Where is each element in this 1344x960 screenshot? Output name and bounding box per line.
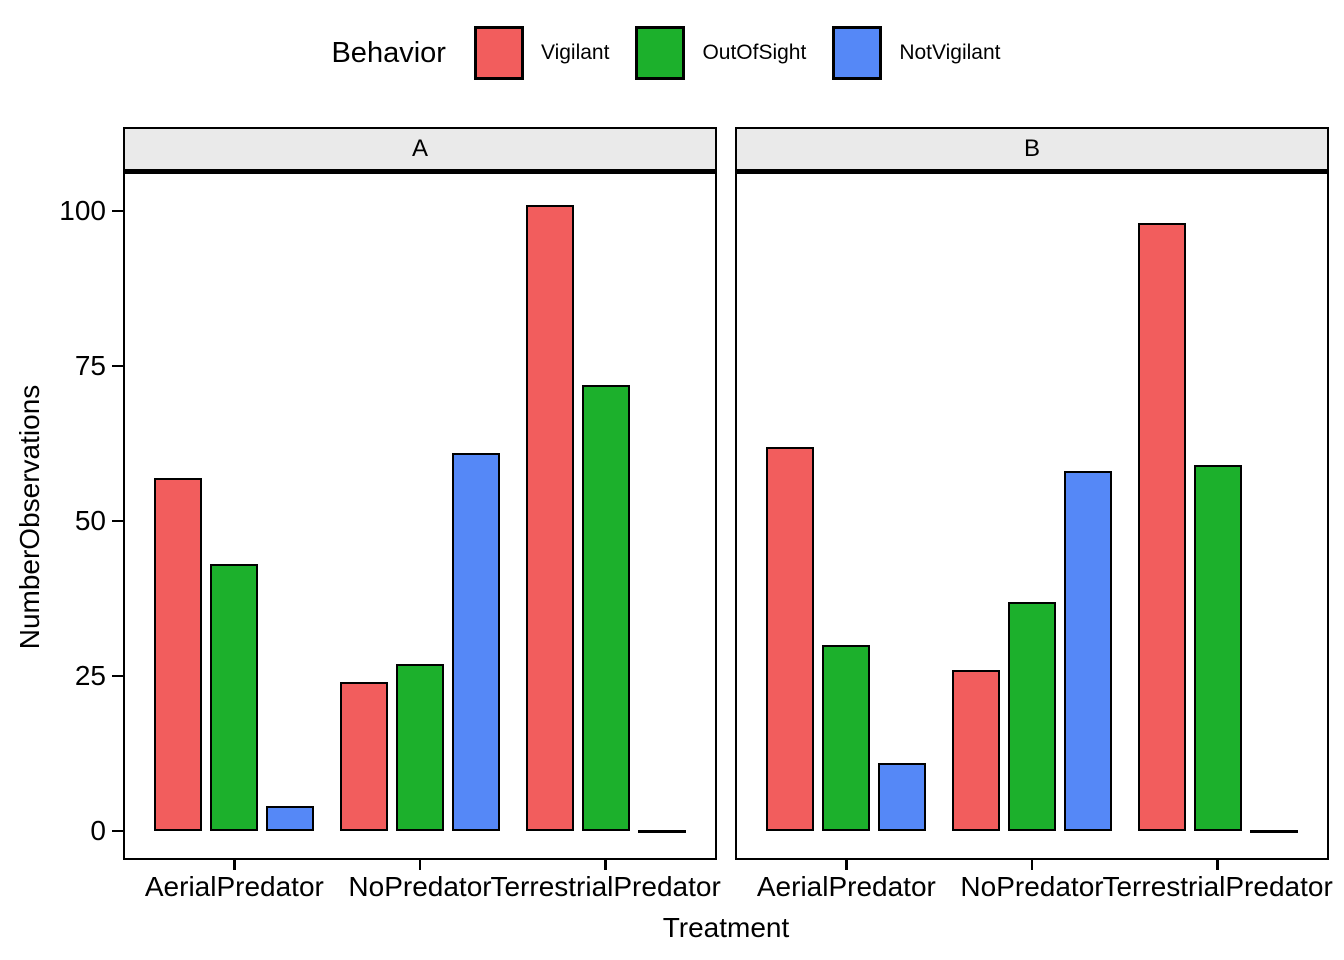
bar-NoPredator-OutOfSight: [1008, 601, 1056, 831]
y-tick-100: [112, 209, 123, 213]
outofsight-color-swatch: [635, 26, 686, 80]
legend-label-outofsight: OutOfSight: [702, 41, 807, 64]
bar-TerrestrialPredator-NotVigilant: [637, 829, 686, 833]
x-tick-label-AerialPredator: AerialPredator: [144, 871, 324, 902]
bar-TerrestrialPredator-OutOfSight: [1193, 465, 1242, 831]
y-tick-50: [112, 519, 123, 523]
y-tick-label-0: 0: [90, 815, 106, 846]
y-tick-75: [112, 364, 123, 368]
y-tick-label-100: 100: [59, 195, 106, 226]
bar-NoPredator-NotVigilant: [452, 452, 500, 831]
bar-AerialPredator-OutOfSight: [822, 645, 871, 831]
y-tick-0: [112, 829, 123, 833]
bar-TerrestrialPredator-OutOfSight: [581, 384, 630, 831]
x-tick-TerrestrialPredator: [604, 860, 607, 870]
legend-item-outofsight: OutOfSight: [635, 26, 818, 80]
bar-TerrestrialPredator-Vigilant: [525, 204, 574, 831]
x-tick-label-TerrestrialPredator: TerrestrialPredator: [490, 871, 721, 902]
y-tick-label-50: 50: [74, 505, 106, 536]
vigilant-color-swatch: [473, 26, 524, 80]
bar-AerialPredator-NotVigilant: [266, 806, 315, 831]
bar-AerialPredator-Vigilant: [766, 446, 815, 831]
facet-strip-b: B: [735, 127, 1329, 174]
x-tick-label-TerrestrialPredator: TerrestrialPredator: [1102, 871, 1333, 902]
x-axis-title: Treatment: [662, 912, 790, 943]
legend-label-notvigilant: NotVigilant: [899, 41, 1001, 64]
facet-strip-label: B: [1023, 135, 1040, 162]
x-tick-NoPredator: [418, 860, 422, 870]
x-tick-NoPredator: [1030, 860, 1034, 870]
x-tick-AerialPredator: [233, 860, 236, 870]
y-tick-25: [112, 674, 123, 678]
facet-strip-a: A: [123, 127, 717, 174]
bar-NoPredator-Vigilant: [952, 669, 1000, 831]
notvigilant-color-swatch: [832, 26, 883, 80]
bar-NoPredator-OutOfSight: [396, 663, 444, 831]
x-tick-label-NoPredator: NoPredator: [348, 871, 492, 902]
legend: Behavior Vigilant OutOfSight NotVigilant: [0, 26, 1344, 80]
bar-TerrestrialPredator-NotVigilant: [1249, 829, 1298, 833]
bar-NoPredator-Vigilant: [340, 682, 388, 831]
legend-item-notvigilant: NotVigilant: [832, 26, 1012, 80]
legend-item-vigilant: Vigilant: [473, 26, 622, 80]
bar-AerialPredator-Vigilant: [154, 477, 203, 831]
legend-label-vigilant: Vigilant: [540, 41, 610, 64]
y-tick-label-25: 25: [74, 660, 106, 691]
bar-AerialPredator-NotVigilant: [878, 762, 927, 831]
x-tick-label-AerialPredator: AerialPredator: [756, 871, 936, 902]
x-tick-TerrestrialPredator: [1216, 860, 1219, 870]
facet-strip-label: A: [411, 135, 428, 162]
x-tick-label-NoPredator: NoPredator: [960, 871, 1104, 902]
bar-AerialPredator-OutOfSight: [210, 564, 259, 831]
x-tick-AerialPredator: [845, 860, 848, 870]
bar-NoPredator-NotVigilant: [1064, 471, 1112, 831]
bar-TerrestrialPredator-Vigilant: [1137, 223, 1186, 831]
y-tick-label-75: 75: [74, 350, 106, 381]
legend-title: Behavior: [331, 36, 446, 69]
